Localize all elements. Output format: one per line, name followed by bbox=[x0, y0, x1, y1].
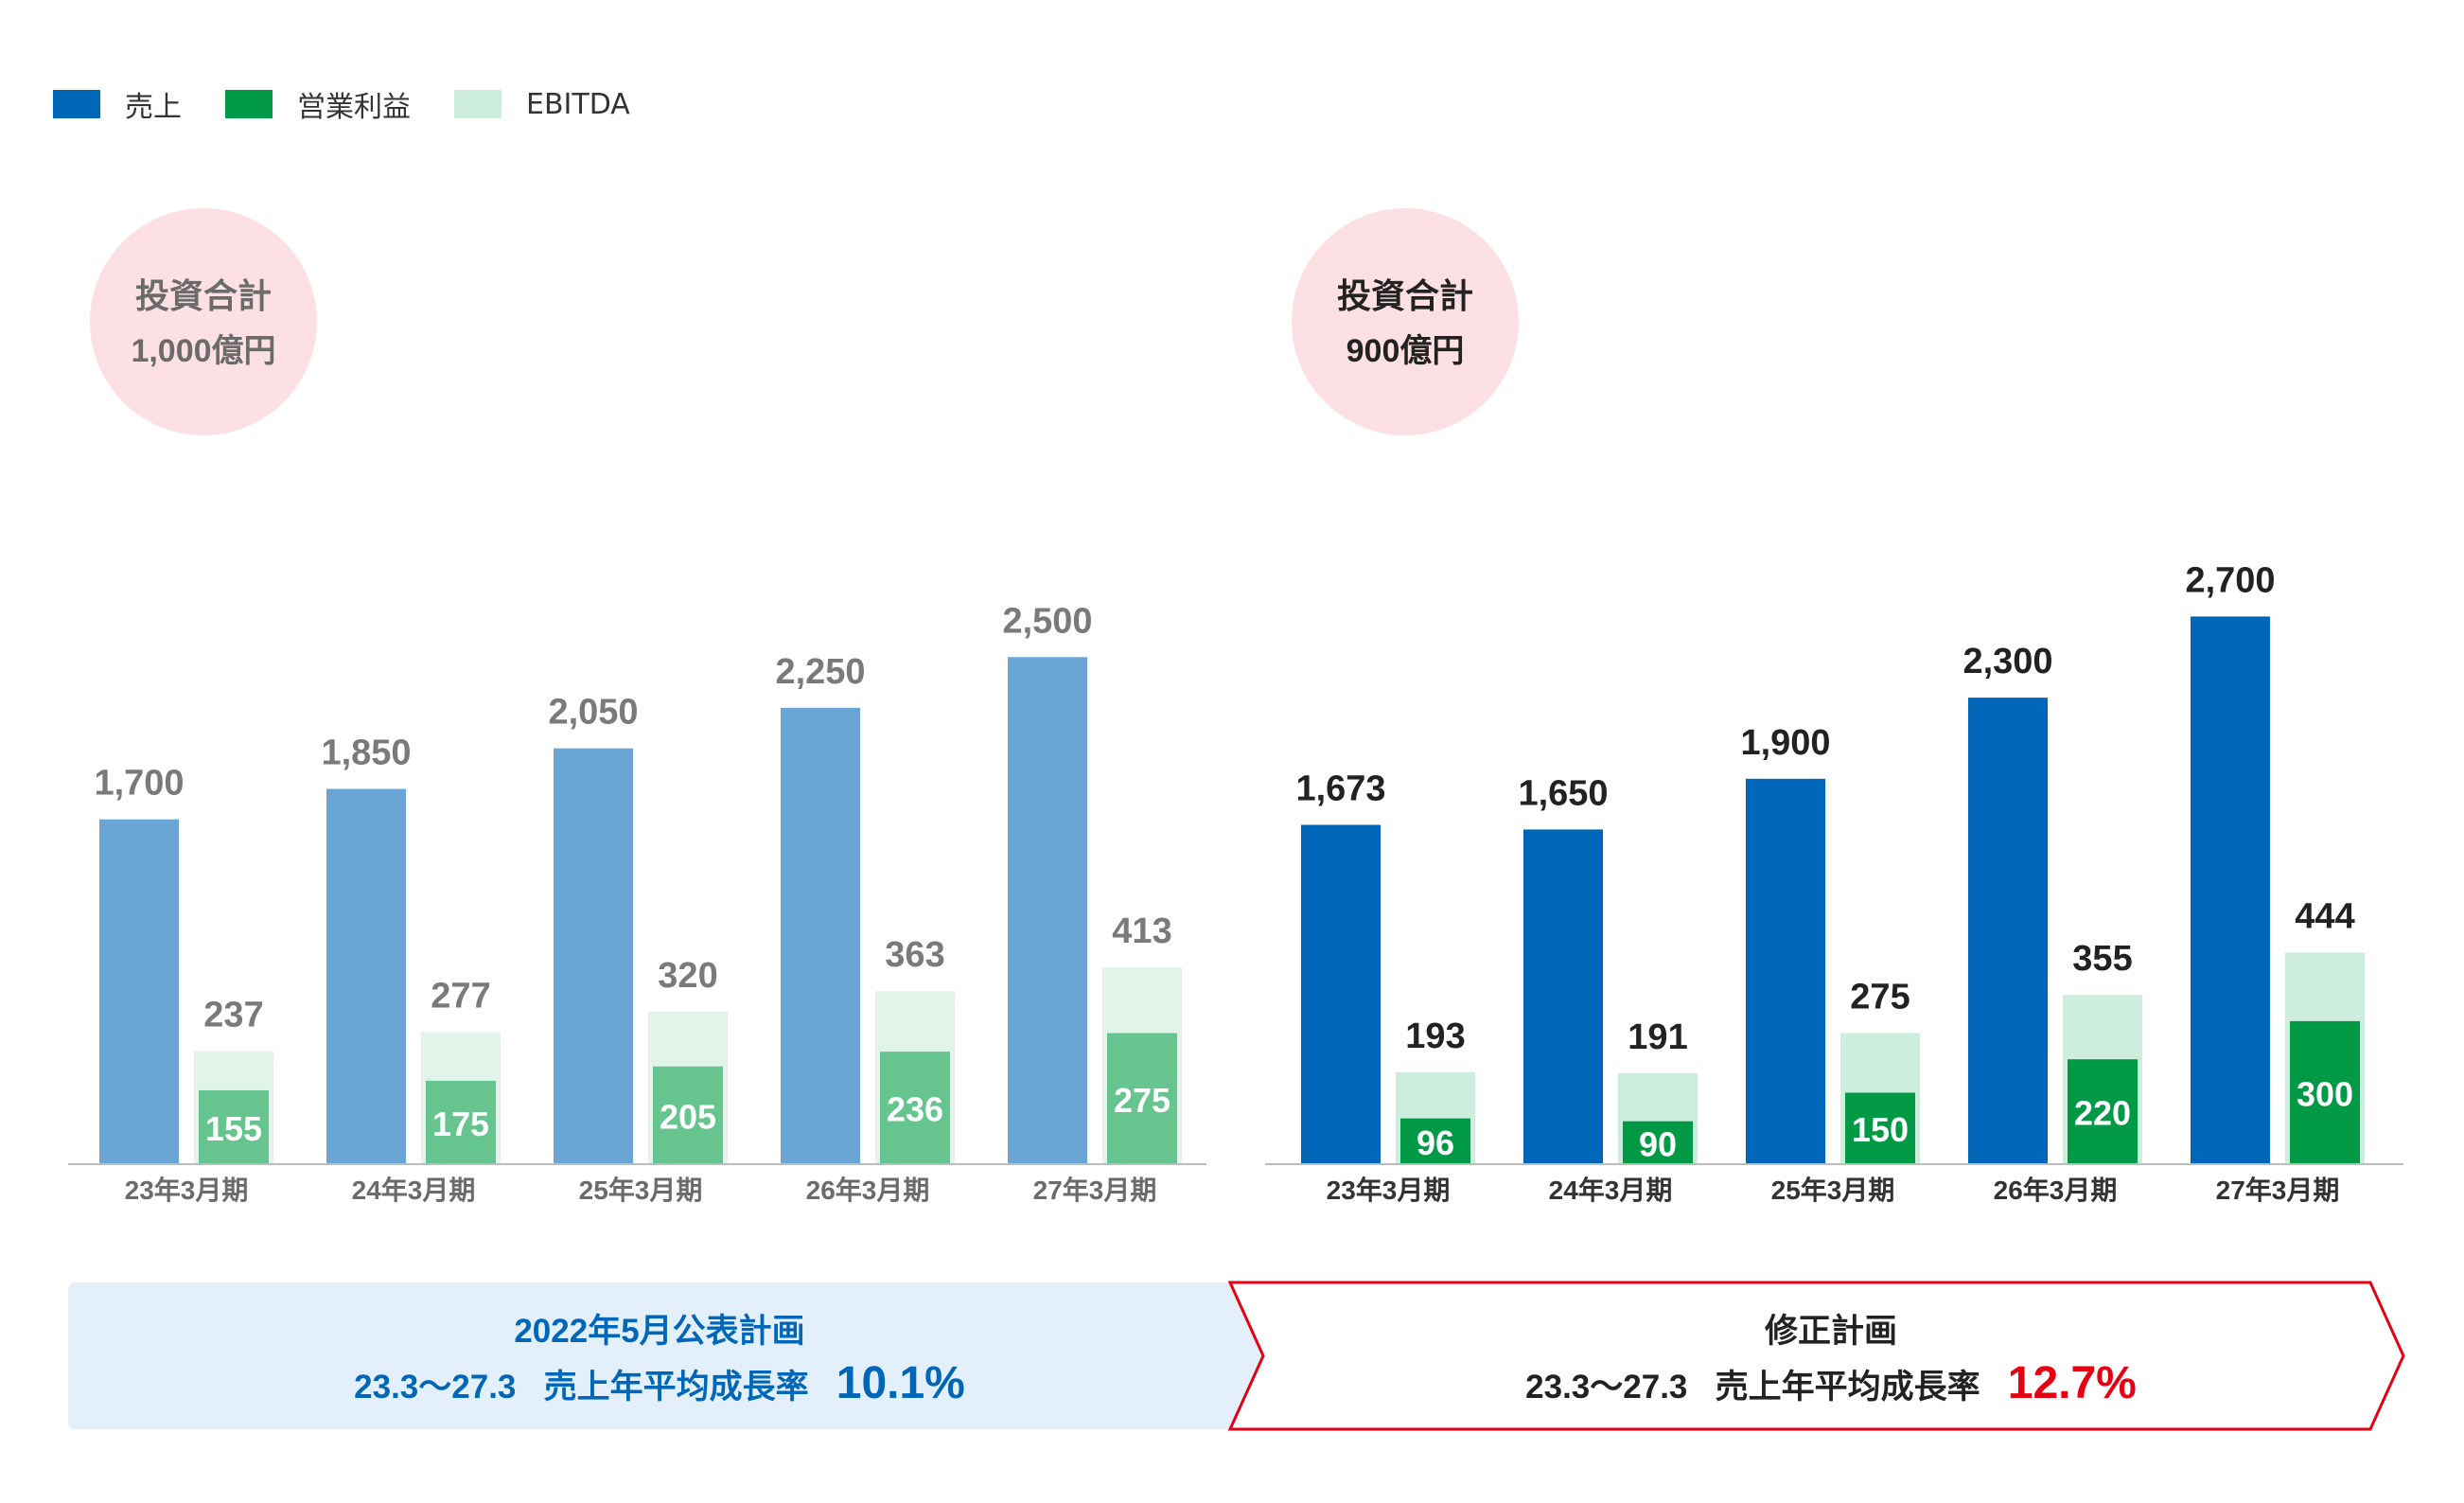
caption-title: 2022年5月公表計画 bbox=[514, 1313, 804, 1350]
sales-bar bbox=[1523, 829, 1603, 1164]
caption-growth-rate: 12.7% bbox=[2008, 1358, 2137, 1408]
legend-label-ebitda: EBITDA bbox=[526, 87, 630, 121]
ebitda-value-label: 275 bbox=[1850, 978, 1910, 1017]
caption-period: 23.3〜27.3 bbox=[354, 1369, 543, 1406]
operating-profit-bar bbox=[199, 1089, 269, 1164]
caption-title: 修正計画 bbox=[1764, 1313, 1897, 1350]
legend-label-operating-profit: 営業利益 bbox=[297, 91, 411, 124]
operating-profit-value-label: 220 bbox=[2074, 1094, 2131, 1133]
legend: 売上 営業利益 EBITDA bbox=[53, 83, 674, 125]
ebitda-value-label: 355 bbox=[2072, 939, 2132, 979]
sales-bar bbox=[2191, 616, 2270, 1164]
operating-profit-value-label: 175 bbox=[432, 1105, 489, 1143]
sales-bar bbox=[1301, 824, 1381, 1164]
legend-swatch-ebitda bbox=[454, 90, 502, 118]
sales-value-label: 1,700 bbox=[94, 764, 184, 804]
operating-profit-bar bbox=[1107, 1033, 1177, 1164]
operating-profit-value-label: 96 bbox=[1417, 1123, 1454, 1162]
caption-growth-label: 売上年平均成長率 bbox=[544, 1369, 836, 1406]
legend-item-sales: 売上 bbox=[53, 83, 182, 125]
sales-value-label: 2,250 bbox=[775, 652, 865, 692]
sales-value-label: 2,300 bbox=[1962, 642, 2052, 681]
sales-bar bbox=[1746, 778, 1825, 1164]
sales-value-label: 1,900 bbox=[1740, 723, 1830, 763]
caption-growth-label: 売上年平均成長率 bbox=[1716, 1369, 2008, 1406]
operating-profit-value-label: 90 bbox=[1639, 1124, 1677, 1163]
x-tick-label: 27年3月期 bbox=[2216, 1175, 2340, 1205]
operating-profit-value-label: 205 bbox=[660, 1097, 716, 1136]
legend-item-ebitda: EBITDA bbox=[454, 88, 630, 121]
operating-profit-value-label: 236 bbox=[887, 1090, 943, 1129]
ebitda-value-label: 320 bbox=[658, 956, 717, 996]
ebitda-value-label: 193 bbox=[1405, 1017, 1465, 1056]
sales-bar bbox=[554, 748, 633, 1164]
legend-swatch-sales bbox=[53, 90, 100, 118]
x-tick-label: 24年3月期 bbox=[352, 1175, 476, 1205]
x-tick-label: 24年3月期 bbox=[1549, 1175, 1673, 1205]
operating-profit-value-label: 150 bbox=[1852, 1110, 1909, 1149]
x-tick-label: 26年3月期 bbox=[1994, 1175, 2118, 1205]
x-tick-label: 25年3月期 bbox=[1771, 1175, 1895, 1205]
caption-banner-revised-plan bbox=[1227, 1281, 2405, 1431]
operating-profit-bar bbox=[2068, 1059, 2138, 1164]
investment-badge-title: 投資合計 bbox=[135, 276, 272, 315]
legend-label-sales: 売上 bbox=[125, 91, 182, 124]
ebitda-value-label: 413 bbox=[1112, 911, 1171, 951]
sales-bar bbox=[1968, 698, 2048, 1164]
caption-growth-line: 23.3〜27.3 売上年平均成長率 12.7% bbox=[1525, 1358, 2137, 1408]
sales-value-label: 2,700 bbox=[2185, 560, 2275, 600]
operating-profit-value-label: 155 bbox=[205, 1109, 262, 1148]
sales-bar bbox=[781, 707, 860, 1164]
x-tick-label: 23年3月期 bbox=[125, 1175, 249, 1205]
investment-badge-amount: 1,000億円 bbox=[131, 333, 275, 369]
sales-bar bbox=[326, 788, 406, 1164]
operating-profit-value-label: 300 bbox=[2297, 1074, 2353, 1113]
caption-growth-line: 23.3〜27.3 売上年平均成長率 10.1% bbox=[354, 1358, 965, 1408]
sales-value-label: 1,850 bbox=[321, 734, 411, 773]
legend-swatch-operating-profit bbox=[225, 90, 273, 118]
sales-value-label: 1,650 bbox=[1518, 773, 1608, 813]
sales-value-label: 1,673 bbox=[1295, 769, 1385, 808]
sales-bar bbox=[99, 819, 179, 1164]
operating-profit-bar bbox=[426, 1080, 496, 1164]
x-tick-label: 27年3月期 bbox=[1033, 1175, 1157, 1205]
operating-profit-bar bbox=[1845, 1092, 1915, 1164]
operating-profit-bar bbox=[880, 1052, 950, 1164]
caption-period: 23.3〜27.3 bbox=[1525, 1369, 1715, 1406]
operating-profit-bar bbox=[1623, 1121, 1693, 1164]
x-tick-label: 26年3月期 bbox=[806, 1175, 930, 1205]
operating-profit-bar bbox=[653, 1066, 723, 1164]
investment-badge-amount: 900億円 bbox=[1346, 333, 1465, 369]
caption-growth-rate: 10.1% bbox=[836, 1358, 965, 1408]
x-tick-label: 23年3月期 bbox=[1327, 1175, 1451, 1205]
operating-profit-value-label: 275 bbox=[1114, 1081, 1170, 1120]
ebitda-value-label: 444 bbox=[2295, 896, 2354, 936]
investment-badge bbox=[90, 208, 317, 435]
ebitda-value-label: 237 bbox=[203, 996, 263, 1035]
x-tick-label: 25年3月期 bbox=[579, 1175, 703, 1205]
ebitda-value-label: 191 bbox=[1628, 1017, 1687, 1057]
sales-bar bbox=[1008, 657, 1087, 1164]
sales-value-label: 2,500 bbox=[1002, 601, 1092, 641]
operating-profit-bar bbox=[2290, 1020, 2360, 1164]
caption-banner-public-plan bbox=[68, 1282, 1265, 1429]
investment-badge-title: 投資合計 bbox=[1337, 276, 1473, 315]
legend-item-operating-profit: 営業利益 bbox=[225, 83, 411, 125]
ebitda-value-label: 277 bbox=[431, 977, 490, 1017]
ebitda-value-label: 363 bbox=[885, 935, 944, 975]
investment-badge bbox=[1292, 208, 1519, 435]
sales-value-label: 2,050 bbox=[548, 693, 638, 733]
operating-profit-bar bbox=[1400, 1118, 1470, 1164]
